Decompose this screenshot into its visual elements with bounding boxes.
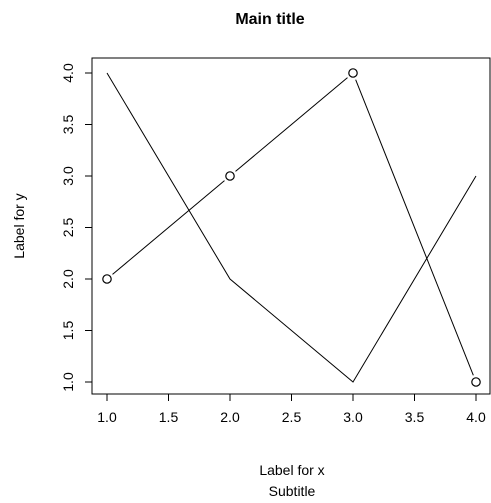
- series-1-segment: [235, 77, 348, 172]
- x-axis: 1.0 1.5 2.0 2.5 3.0 3.5 4.0: [97, 393, 486, 425]
- x-tick-label: 3.0: [343, 409, 363, 425]
- y-tick-label: 2.5: [60, 218, 76, 238]
- y-tick-label: 1.5: [60, 321, 76, 341]
- chart-subtitle: Subtitle: [269, 483, 316, 499]
- x-tick-label: 3.5: [405, 409, 425, 425]
- x-axis-title: Label for x: [259, 462, 324, 478]
- x-tick-label: 1.0: [97, 409, 117, 425]
- series-1-segment: [112, 180, 225, 275]
- series-layer: [102, 68, 481, 387]
- series-1-point: [348, 68, 358, 78]
- x-tick-label: 2.5: [282, 409, 302, 425]
- y-tick-label: 3.0: [60, 166, 76, 186]
- series-1-point: [102, 274, 112, 284]
- y-axis: 1.0 1.5 2.0 2.5 3.0 3.5 4.0: [60, 63, 93, 392]
- series-1-segment: [355, 79, 474, 376]
- series-1-point: [471, 377, 481, 387]
- x-tick-label: 2.0: [220, 409, 240, 425]
- chart-title: Main title: [235, 11, 304, 28]
- series-2-line: [106, 72, 477, 383]
- x-tick-label: 1.5: [159, 409, 179, 425]
- series-1-point: [225, 171, 235, 181]
- y-tick-label: 3.5: [60, 115, 76, 135]
- y-tick-label: 2.0: [60, 269, 76, 289]
- plot-frame: [91, 57, 491, 395]
- y-tick-label: 1.0: [60, 372, 76, 392]
- y-axis-title: Label for y: [11, 193, 27, 258]
- y-tick-label: 4.0: [60, 63, 76, 83]
- x-tick-label: 4.0: [466, 409, 486, 425]
